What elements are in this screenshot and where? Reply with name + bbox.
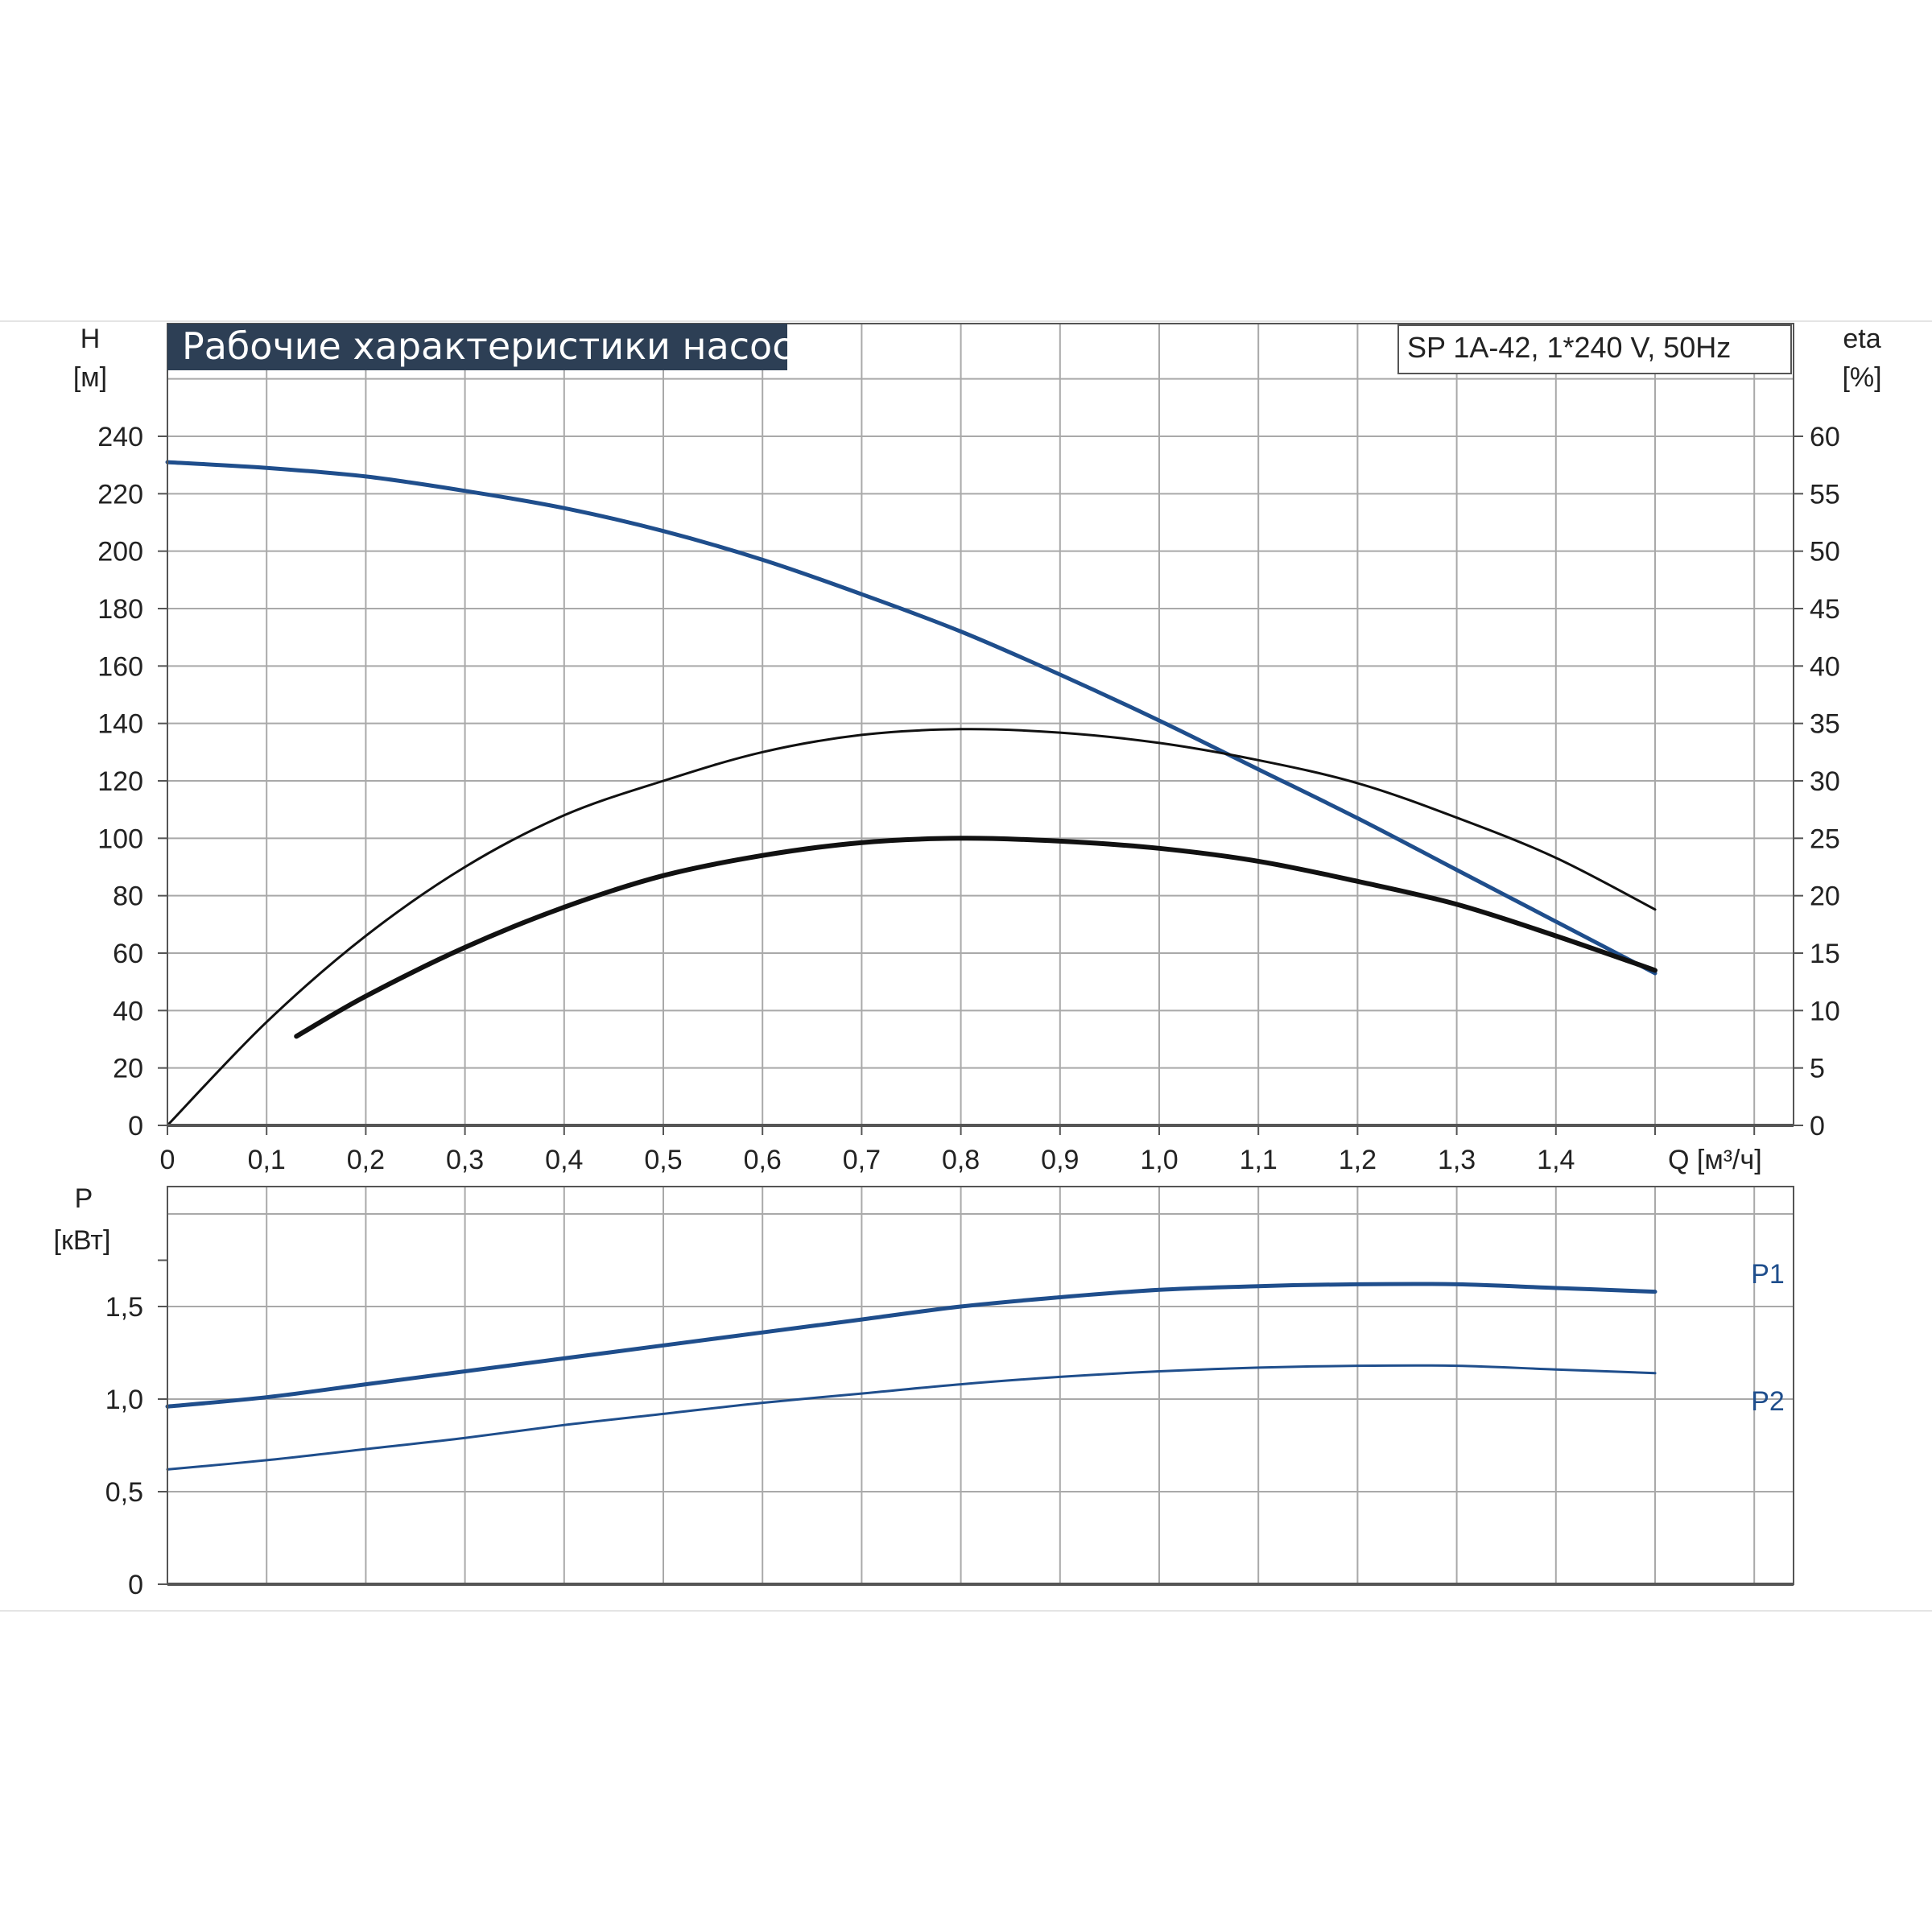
npsh-curve (294, 836, 1657, 1039)
head-curve (165, 460, 1657, 976)
x-tick-label: 1,1 (1240, 1145, 1278, 1175)
head-tick-label: 180 (97, 594, 143, 625)
p2-curve (166, 1364, 1657, 1471)
head-tick-label: 200 (97, 537, 143, 568)
efficiency-curve (166, 728, 1657, 1127)
efficiency-axis-labels: 0 5 10 15 20 25 30 35 40 45 50 55 60 (1794, 422, 1840, 1141)
x-tick-label: 0,9 (1041, 1145, 1079, 1175)
efficiency-tick-label: 40 (1810, 651, 1840, 682)
x-tick-label: 0,1 (248, 1145, 286, 1175)
head-tick-label: 40 (113, 996, 143, 1026)
x-tick-label: 0,3 (446, 1145, 484, 1175)
power-tick-label: 1,5 (105, 1292, 143, 1323)
power-axis-unit: [кВт] (54, 1225, 111, 1256)
upper-series (165, 460, 1657, 1127)
p2-label: P2 (1751, 1386, 1785, 1417)
efficiency-tick-label: 55 (1810, 479, 1840, 510)
efficiency-axis-symbol: eta (1843, 324, 1880, 354)
x-tick-label: 0,6 (744, 1145, 782, 1175)
head-axis-symbol: H (80, 324, 101, 354)
head-tick-label: 220 (97, 479, 143, 510)
head-efficiency-panel: 0 0,1 0,2 0,3 0,4 0,5 0,6 0,7 0,8 0,9 1,0 1,1 1,2 1,3… (73, 323, 1882, 1175)
efficiency-tick-label: 25 (1810, 824, 1840, 854)
flow-axis-label: Q [м³/ч] (1668, 1145, 1762, 1175)
efficiency-tick-label: 15 (1810, 939, 1840, 969)
efficiency-tick-label: 60 (1810, 422, 1840, 452)
head-tick-label: 120 (97, 766, 143, 797)
head-tick-label: 240 (97, 422, 143, 452)
p1-curve (165, 1282, 1657, 1409)
x-tick-label: 1,3 (1438, 1145, 1476, 1175)
p1-label: P1 (1751, 1259, 1785, 1290)
upper-grid (167, 324, 1794, 1125)
title-box (167, 324, 787, 370)
lower-series (165, 1282, 1657, 1471)
efficiency-tick-label: 50 (1810, 537, 1840, 568)
x-tick-labels: 0 0,1 0,2 0,3 0,4 0,5 0,6 0,7 0,8 0,9 1,0 1,1 1,2 1,3… (160, 1125, 1756, 1175)
efficiency-tick-label: 45 (1810, 594, 1840, 625)
head-tick-label: 60 (113, 939, 143, 969)
efficiency-tick-label: 10 (1810, 996, 1840, 1026)
head-axis-unit: [м] (73, 362, 107, 393)
power-axis-symbol: P (75, 1183, 93, 1214)
chart-title: Рабочие характеристики насоса (182, 324, 815, 368)
head-tick-label: 20 (113, 1054, 143, 1084)
efficiency-tick-label: 0 (1810, 1111, 1825, 1141)
x-tick-label: 1,4 (1537, 1145, 1575, 1175)
power-tick-label: 1,0 (105, 1385, 143, 1415)
head-tick-label: 80 (113, 881, 143, 912)
x-tick-label: 0,7 (843, 1145, 881, 1175)
model-label-box (1397, 324, 1792, 374)
efficiency-tick-label: 30 (1810, 766, 1840, 797)
efficiency-tick-label: 35 (1810, 709, 1840, 740)
x-tick-label: 1,2 (1339, 1145, 1377, 1175)
power-axis-labels: 0 0,5 1,0 1,5 (105, 1259, 167, 1600)
x-tick-label: 0,4 (545, 1145, 583, 1175)
head-tick-label: 140 (97, 709, 143, 740)
model-label: SP 1A-42, 1*240 V, 50Hz (1407, 331, 1731, 364)
lower-grid (167, 1187, 1794, 1584)
x-tick-label: 0,2 (347, 1145, 385, 1175)
x-tick-label: 0 (160, 1145, 175, 1175)
power-tick-label: 0 (128, 1570, 143, 1600)
head-tick-label: 160 (97, 651, 143, 682)
x-tick-label: 0,8 (942, 1145, 980, 1175)
power-panel: 0 0,5 1,0 1,5 P [кВт] P1 P2 (54, 1183, 1794, 1600)
x-tick-label: 1,0 (1140, 1145, 1178, 1175)
upper-plot-frame (167, 323, 1794, 1126)
head-tick-label: 0 (128, 1111, 143, 1141)
head-tick-label: 100 (97, 824, 143, 854)
efficiency-tick-label: 20 (1810, 881, 1840, 912)
efficiency-tick-label: 5 (1810, 1054, 1825, 1084)
efficiency-axis-unit: [%] (1842, 362, 1881, 393)
lower-plot-frame (167, 1186, 1794, 1585)
x-tick-label: 0,5 (644, 1145, 682, 1175)
power-tick-label: 0,5 (105, 1477, 143, 1508)
head-axis-labels: 0 20 40 60 80 100 120 140 160 180 200 220 240 (97, 422, 167, 1141)
